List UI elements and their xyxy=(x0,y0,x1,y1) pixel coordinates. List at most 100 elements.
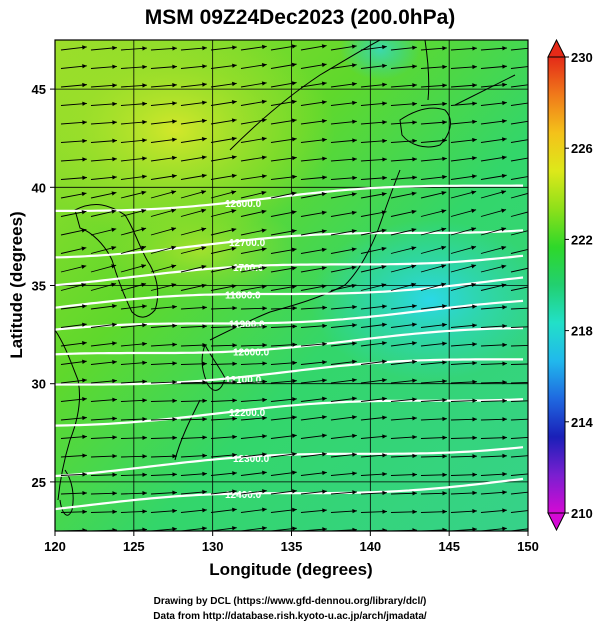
y-tick-label: 45 xyxy=(32,82,46,97)
wind-vector-head xyxy=(532,306,537,310)
wind-vector-head xyxy=(501,137,507,142)
wind-vector-head xyxy=(142,138,147,143)
wind-vector-head xyxy=(292,306,297,311)
wind-vector-head xyxy=(82,45,87,50)
wind-vector-head xyxy=(532,324,537,328)
wind-vector-head xyxy=(142,454,147,459)
wind-vector-head xyxy=(292,415,297,420)
wind-vector-head xyxy=(531,209,536,213)
wind-vector-head xyxy=(382,341,387,346)
wind-vector-head xyxy=(232,380,237,385)
wind-vector-head xyxy=(232,398,237,403)
wind-vector-head xyxy=(201,283,207,288)
wind-vector-head xyxy=(291,118,297,123)
wind-vector-head xyxy=(291,81,297,86)
chart-title: MSM 09Z24Dec2023 (200.0hPa) xyxy=(145,6,456,29)
wind-vector-head xyxy=(82,82,87,88)
wind-vector-head xyxy=(231,136,237,142)
wind-vector-head xyxy=(262,361,267,366)
wind-vector-head xyxy=(502,46,507,51)
wind-vector-head xyxy=(532,435,537,439)
wind-vector xyxy=(510,418,528,421)
x-tick-label: 145 xyxy=(438,539,460,554)
contour-line xyxy=(55,184,523,212)
wind-vector-head xyxy=(381,192,387,197)
wind-vector-head xyxy=(412,101,417,107)
wind-vector-head xyxy=(171,264,177,269)
wind-vector-head xyxy=(472,101,477,106)
wind-vector-head xyxy=(412,434,417,440)
contour-label: 12000.0 xyxy=(233,348,270,359)
wind-vector-head xyxy=(411,209,417,215)
wind-vector-head xyxy=(81,191,87,197)
contour-line xyxy=(55,358,523,386)
wind-vector-head xyxy=(142,360,147,365)
wind-vector-head xyxy=(322,378,327,383)
wind-vector-head xyxy=(111,282,117,287)
wind-vector-head xyxy=(471,174,477,179)
x-axis-label: Longitude (degrees) xyxy=(209,560,372,579)
wind-vector-head xyxy=(412,175,417,180)
wind-vector-head xyxy=(472,472,477,477)
wind-vector-head xyxy=(532,399,537,403)
wind-vector-head xyxy=(291,266,297,271)
wind-vector xyxy=(510,84,528,88)
wind-vector-head xyxy=(442,120,447,125)
wind-vector-head xyxy=(232,361,237,366)
y-tick-label: 35 xyxy=(32,279,46,294)
wind-vector-head xyxy=(171,208,177,213)
wind-vector-head xyxy=(502,453,507,459)
wind-vector-head xyxy=(412,341,417,346)
wind-vector-head xyxy=(261,136,267,142)
wind-vector-head xyxy=(352,378,357,383)
wind-vector-head xyxy=(412,157,417,162)
wind-vector-head xyxy=(82,175,87,181)
coastline-japan-hokkaido xyxy=(399,107,451,148)
wind-vector-head xyxy=(202,305,207,310)
wind-vector-head xyxy=(231,209,237,214)
wind-vector-head xyxy=(471,245,477,250)
wind-vector-head xyxy=(292,378,297,384)
wind-vector-head xyxy=(471,282,477,288)
wind-vector-head xyxy=(381,246,387,252)
wind-vector-head xyxy=(412,322,417,327)
wind-vector-head xyxy=(382,101,387,106)
wind-vector-head xyxy=(412,45,417,50)
wind-vector-head xyxy=(291,210,297,215)
x-tick-label: 120 xyxy=(44,539,66,554)
wind-vector-head xyxy=(381,283,387,288)
wind-vector-head xyxy=(112,416,117,421)
wind-vector-head xyxy=(502,398,507,404)
wind-vector-head xyxy=(142,174,147,179)
wind-vector-head xyxy=(112,322,117,327)
wind-vector-head xyxy=(472,379,477,385)
wind-vector-head xyxy=(232,471,237,476)
contour-label: 12600.0 xyxy=(225,199,262,210)
wind-vector-head xyxy=(231,81,237,87)
wind-vector-head xyxy=(232,507,237,512)
wind-vector-head xyxy=(262,526,267,531)
wind-vector-head xyxy=(322,175,327,180)
wind-vector xyxy=(510,176,528,180)
wind-vector xyxy=(510,66,528,69)
wind-vector-head xyxy=(321,247,327,252)
wind-vector-head xyxy=(471,208,477,213)
wind-vector-head xyxy=(442,46,447,51)
wind-vector-head xyxy=(502,100,507,106)
wind-vector-head xyxy=(531,190,536,194)
wind-vector xyxy=(510,267,528,273)
wind-vector-head xyxy=(382,415,387,420)
wind-vector-head xyxy=(292,489,297,494)
wind-vector-head xyxy=(292,155,297,161)
wind-vector-head xyxy=(142,416,147,422)
wind-vector-head xyxy=(111,227,117,232)
wind-vector-head xyxy=(442,83,447,88)
wind-vector-head xyxy=(172,398,177,403)
wind-vector-head xyxy=(112,360,117,365)
wind-vector-head xyxy=(262,434,267,439)
wind-vector-head xyxy=(321,284,327,289)
wind-vector-head xyxy=(352,433,357,439)
wind-vector-head xyxy=(112,453,117,459)
wind-vector-head xyxy=(171,155,177,161)
colorbar-tick-label: 222 xyxy=(571,232,593,247)
